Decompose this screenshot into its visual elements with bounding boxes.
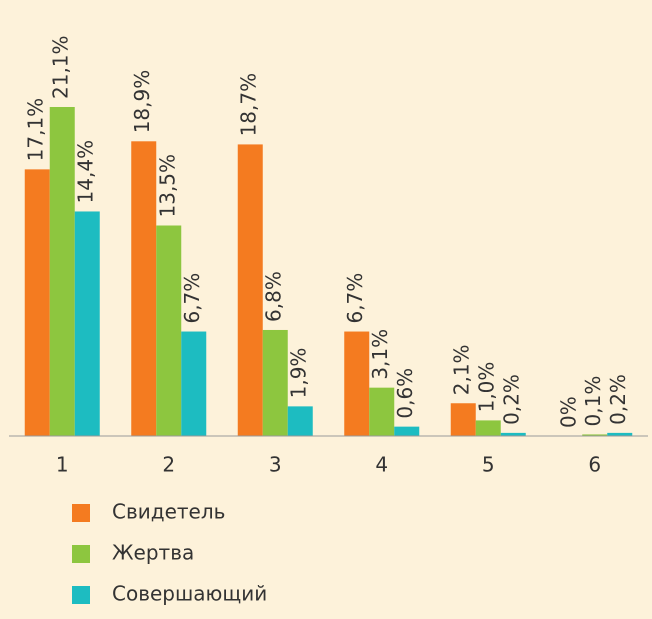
data-label: 0,2%: [606, 374, 630, 425]
bar: [369, 387, 395, 436]
legend-label: Совершающий: [112, 582, 267, 606]
data-label: 21,1%: [49, 35, 73, 99]
data-label: 0%: [556, 396, 580, 428]
bar: [500, 432, 526, 436]
x-tick-label: 6: [588, 453, 601, 477]
bar: [607, 432, 633, 436]
data-label: 1,9%: [287, 348, 311, 399]
bar: [450, 403, 476, 436]
data-label: 6,7%: [343, 273, 367, 324]
x-tick-label: 2: [162, 453, 175, 477]
data-label: 13,5%: [155, 154, 179, 218]
legend-swatch: [72, 586, 90, 604]
legend-label: Свидетель: [112, 500, 225, 524]
legend-swatch: [72, 504, 90, 522]
bar: [131, 141, 157, 437]
bar: [344, 331, 370, 436]
data-label: 6,8%: [262, 271, 286, 322]
x-tick-label: 1: [56, 453, 69, 477]
data-label: 6,7%: [180, 273, 204, 324]
x-tick-label: 4: [375, 453, 388, 477]
data-label: 14,4%: [74, 140, 98, 204]
x-tick-label: 3: [269, 453, 282, 477]
data-label: 2,1%: [450, 344, 474, 395]
bar: [394, 426, 420, 436]
data-label: 0,2%: [500, 374, 524, 425]
bar: [156, 225, 182, 436]
bar: [237, 144, 263, 436]
bar: [262, 329, 288, 436]
data-label: 18,7%: [237, 73, 261, 137]
data-label: 0,6%: [393, 368, 417, 419]
bar: [24, 169, 50, 436]
bar: [49, 106, 75, 436]
bar: [582, 434, 608, 436]
data-label: 18,9%: [130, 70, 154, 134]
bar: [287, 406, 313, 436]
data-label: 17,1%: [24, 98, 48, 162]
legend-swatch: [72, 545, 90, 563]
legend-label: Жертва: [112, 541, 194, 565]
bar: [181, 331, 207, 436]
bar: [74, 211, 100, 436]
data-label: 0,1%: [581, 376, 605, 427]
data-label: 3,1%: [368, 329, 392, 380]
x-tick-label: 5: [482, 453, 495, 477]
data-label: 1,0%: [475, 362, 499, 413]
bar: [475, 420, 501, 436]
